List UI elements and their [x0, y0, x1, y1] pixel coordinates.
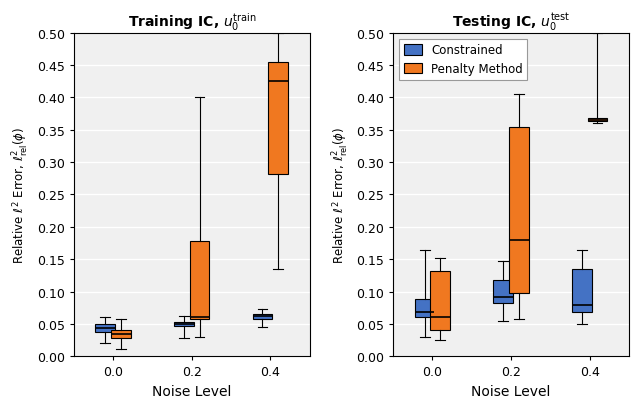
PathPatch shape: [253, 314, 272, 319]
PathPatch shape: [431, 271, 450, 330]
PathPatch shape: [493, 280, 513, 303]
PathPatch shape: [415, 300, 435, 318]
PathPatch shape: [268, 63, 288, 174]
Title: Training IC, $u_0^{\mathrm{train}}$: Training IC, $u_0^{\mathrm{train}}$: [127, 11, 256, 33]
Y-axis label: Relative $\ell^2$ Error, $\ell^2_{\mathrm{rel}}(\phi)$: Relative $\ell^2$ Error, $\ell^2_{\mathr…: [330, 127, 351, 263]
PathPatch shape: [174, 322, 194, 326]
PathPatch shape: [572, 269, 591, 312]
PathPatch shape: [95, 324, 115, 332]
Y-axis label: Relative $\ell^2$ Error, $\ell^2_{\mathrm{rel}}(\phi)$: Relative $\ell^2$ Error, $\ell^2_{\mathr…: [11, 127, 31, 263]
Title: Testing IC, $u_0^{\mathrm{test}}$: Testing IC, $u_0^{\mathrm{test}}$: [452, 11, 570, 33]
PathPatch shape: [111, 330, 131, 338]
PathPatch shape: [588, 119, 607, 122]
X-axis label: Noise Level: Noise Level: [471, 384, 550, 398]
Legend: Constrained, Penalty Method: Constrained, Penalty Method: [399, 39, 527, 81]
X-axis label: Noise Level: Noise Level: [152, 384, 232, 398]
PathPatch shape: [509, 127, 529, 293]
PathPatch shape: [190, 241, 209, 319]
